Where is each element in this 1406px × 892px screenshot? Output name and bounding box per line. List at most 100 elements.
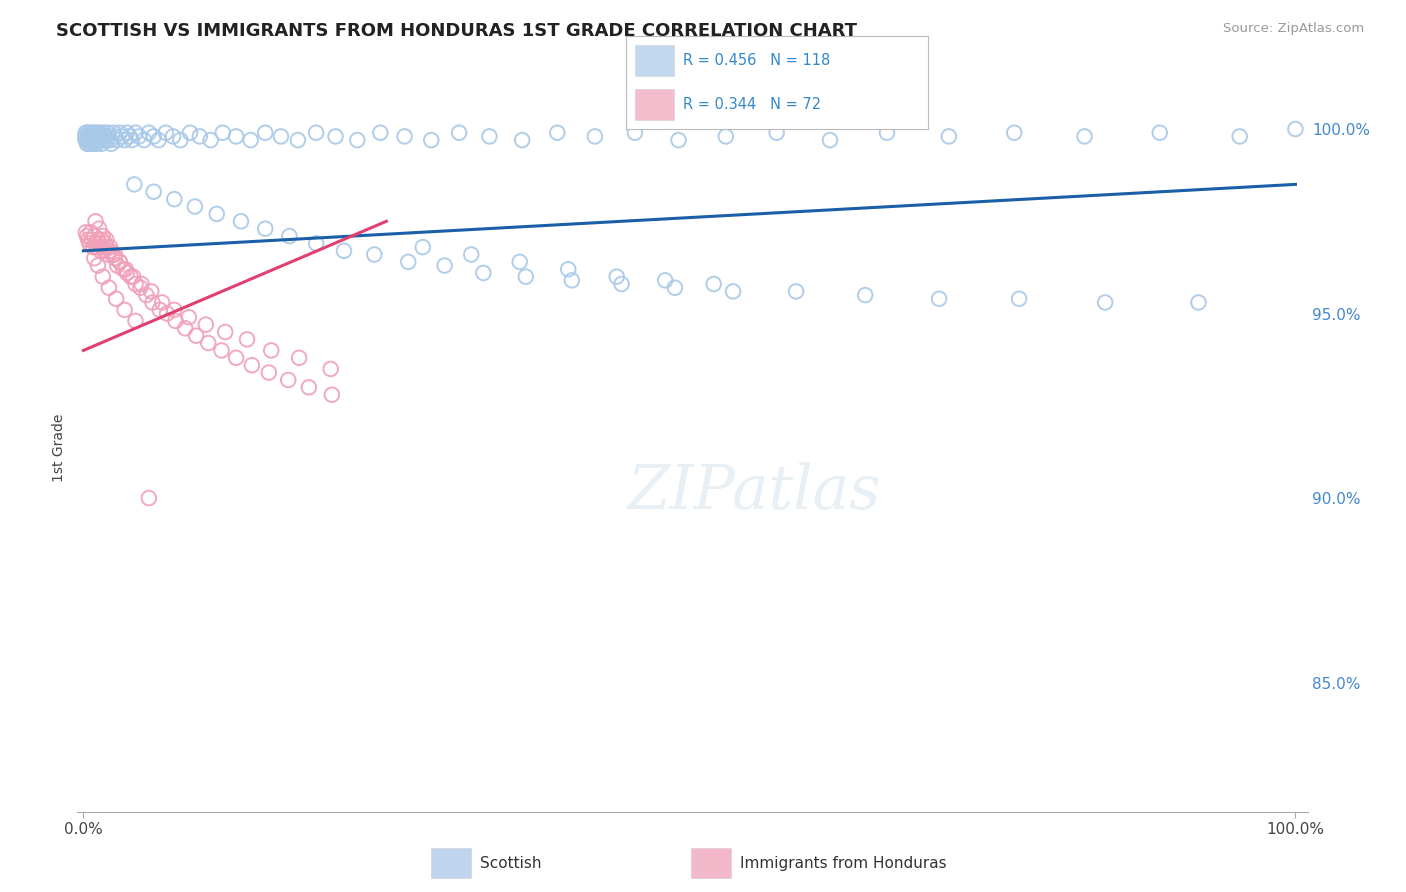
Point	[765, 126, 787, 140]
Point	[138, 126, 160, 140]
Point	[557, 262, 579, 277]
Point	[79, 225, 101, 239]
Point	[104, 251, 127, 265]
Point	[721, 285, 744, 299]
Point	[149, 302, 172, 317]
Point	[96, 233, 118, 247]
Point	[194, 318, 217, 332]
Point	[229, 214, 252, 228]
Point	[83, 129, 105, 144]
Point	[225, 129, 247, 144]
Point	[89, 244, 111, 258]
Point	[101, 247, 124, 261]
Point	[96, 133, 118, 147]
Point	[155, 126, 177, 140]
Point	[91, 240, 114, 254]
Point	[135, 288, 157, 302]
Point	[177, 310, 200, 325]
Point	[319, 362, 342, 376]
Point	[93, 244, 115, 258]
Text: Immigrants from Honduras: Immigrants from Honduras	[740, 855, 946, 871]
Point	[97, 126, 120, 140]
Point	[97, 129, 120, 144]
Point	[928, 292, 950, 306]
Point	[122, 269, 145, 284]
Point	[174, 321, 197, 335]
Point	[98, 244, 121, 258]
Point	[76, 129, 98, 144]
Point	[87, 126, 110, 140]
Point	[131, 277, 153, 291]
Point	[169, 133, 191, 147]
Point	[1002, 126, 1025, 140]
Point	[90, 136, 112, 151]
Point	[197, 336, 219, 351]
Point	[509, 255, 531, 269]
Point	[370, 126, 392, 140]
Point	[165, 314, 187, 328]
Point	[325, 129, 347, 144]
Point	[98, 133, 121, 147]
Point	[96, 240, 118, 254]
Text: Scottish: Scottish	[481, 855, 541, 871]
Point	[91, 133, 114, 147]
Point	[115, 266, 138, 280]
Point	[84, 133, 107, 147]
Point	[84, 214, 107, 228]
Point	[94, 129, 117, 144]
Point	[97, 281, 120, 295]
Point	[333, 244, 356, 258]
Point	[120, 269, 142, 284]
Point	[77, 133, 100, 147]
Point	[277, 373, 299, 387]
Point	[876, 126, 898, 140]
Point	[103, 126, 125, 140]
Point	[84, 126, 107, 140]
Point	[141, 295, 163, 310]
Point	[90, 129, 112, 144]
Point	[87, 259, 110, 273]
Point	[86, 136, 108, 151]
Point	[321, 388, 343, 402]
Point	[214, 325, 236, 339]
Point	[138, 491, 160, 505]
Point	[287, 133, 309, 147]
Point	[80, 233, 103, 247]
Point	[89, 129, 111, 144]
Point	[510, 133, 533, 147]
Point	[76, 136, 98, 151]
Point	[118, 129, 141, 144]
Point	[86, 129, 108, 144]
Point	[124, 277, 146, 291]
Point	[124, 126, 146, 140]
Point	[346, 133, 368, 147]
Text: Source: ZipAtlas.com: Source: ZipAtlas.com	[1223, 22, 1364, 36]
Point	[93, 126, 115, 140]
Point	[610, 277, 633, 291]
Point	[73, 129, 96, 144]
Point	[141, 285, 163, 299]
Point	[84, 236, 107, 251]
Point	[515, 269, 537, 284]
Point	[664, 281, 686, 295]
Point	[80, 136, 103, 151]
Point	[91, 229, 114, 244]
Point	[460, 247, 482, 261]
Point	[77, 126, 100, 140]
Point	[449, 126, 471, 140]
Point	[89, 221, 111, 235]
Point	[1094, 295, 1116, 310]
Point	[124, 178, 146, 192]
Point	[105, 133, 128, 147]
Point	[79, 136, 101, 151]
Point	[104, 247, 127, 261]
Point	[278, 229, 301, 244]
Point	[624, 126, 647, 140]
Bar	[634, 89, 673, 120]
Point	[104, 129, 127, 144]
Point	[82, 240, 104, 254]
Point	[818, 133, 841, 147]
Point	[668, 133, 690, 147]
Point	[257, 366, 280, 380]
Point	[114, 133, 136, 147]
